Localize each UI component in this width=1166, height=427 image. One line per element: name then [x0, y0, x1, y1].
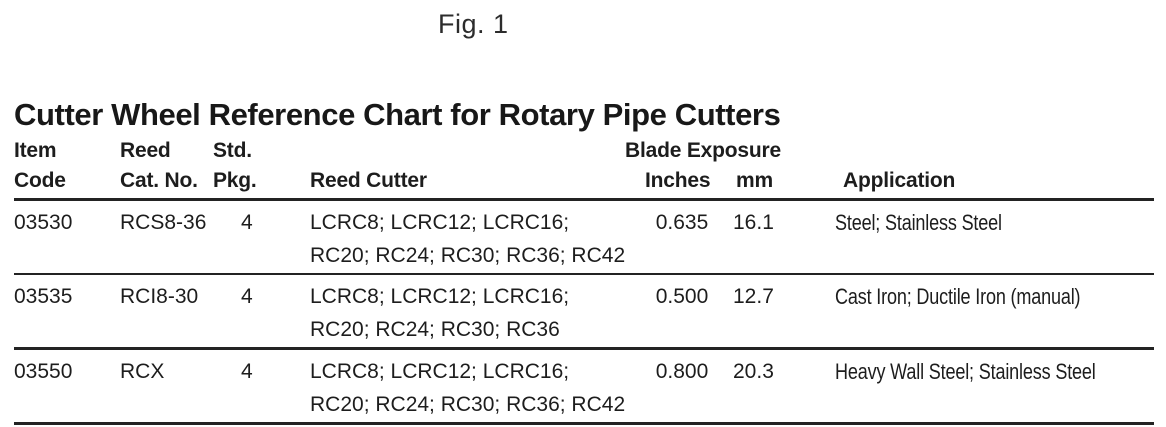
header-inches: Inches	[645, 166, 733, 201]
cell-reed-cat-no: RCX	[120, 348, 213, 425]
cutter-wheel-reference-table: Item Reed Std. Blade Exposure Code Cat. …	[14, 136, 1155, 425]
cell-std-pkg: 4	[213, 348, 310, 425]
cell-reed-cutter: LCRC8; LCRC12; LCRC16; RC20; RC24; RC30;…	[310, 199, 645, 275]
cell-blade-exposure-inches: 0.500	[645, 274, 733, 350]
cell-blade-exposure-inches: 0.800	[645, 348, 733, 425]
cell-blade-exposure-mm: 12.7	[733, 274, 836, 350]
cell-blade-exposure-inches: 0.635	[645, 199, 733, 275]
cell-std-pkg: 4	[213, 274, 310, 350]
header-code: Code	[14, 166, 120, 201]
header-spacer	[310, 136, 645, 166]
application-text: Steel; Stainless Steel	[835, 210, 1002, 235]
header-spacer	[835, 136, 1154, 166]
figure-label: Fig. 1	[438, 9, 509, 39]
cell-application: Cast Iron; Ductile Iron (manual)	[835, 274, 1155, 350]
table-row: 03530 RCS8-36 4 LCRC8; LCRC12; LCRC16; R…	[14, 199, 1155, 275]
cell-application: Heavy Wall Steel; Stainless Steel	[835, 348, 1155, 425]
cell-reed-cutter: LCRC8; LCRC12; LCRC16; RC20; RC24; RC30;…	[310, 348, 645, 425]
table-header-row-2: Code Cat. No. Pkg. Reed Cutter Inches mm…	[14, 166, 1155, 201]
header-application: Application	[835, 166, 1155, 201]
cell-reed-cutter: LCRC8; LCRC12; LCRC16; RC20; RC24; RC30;…	[310, 274, 645, 350]
cell-reed-cat-no: RCI8-30	[120, 274, 213, 350]
cell-blade-exposure-mm: 16.1	[733, 199, 836, 275]
header-reed-cutter: Reed Cutter	[310, 166, 645, 201]
header-reed: Reed	[120, 139, 171, 162]
header-cat-no: Cat. No.	[120, 166, 213, 201]
cell-std-pkg: 4	[213, 199, 310, 275]
header-item: Item	[14, 139, 57, 162]
header-mm: mm	[733, 166, 836, 201]
header-blade-exposure-group: Blade Exposure	[625, 139, 781, 162]
table-row: 03535 RCI8-30 4 LCRC8; LCRC12; LCRC16; R…	[14, 274, 1155, 350]
cell-blade-exposure-mm: 20.3	[733, 348, 836, 425]
page-title: Cutter Wheel Reference Chart for Rotary …	[14, 96, 781, 132]
cell-reed-cat-no: RCS8-36	[120, 199, 213, 275]
application-text: Heavy Wall Steel; Stainless Steel	[835, 359, 1096, 384]
cell-item-code: 03535	[14, 274, 120, 350]
cell-item-code: 03550	[14, 348, 120, 425]
table-header-row-1: Item Reed Std. Blade Exposure	[14, 136, 1154, 166]
cell-application: Steel; Stainless Steel	[835, 199, 1155, 275]
header-pkg: Pkg.	[213, 166, 310, 201]
application-text: Cast Iron; Ductile Iron (manual)	[835, 284, 1081, 309]
table-row: 03550 RCX 4 LCRC8; LCRC12; LCRC16; RC20;…	[14, 348, 1155, 425]
cell-item-code: 03530	[14, 199, 120, 275]
header-std: Std.	[213, 139, 252, 162]
